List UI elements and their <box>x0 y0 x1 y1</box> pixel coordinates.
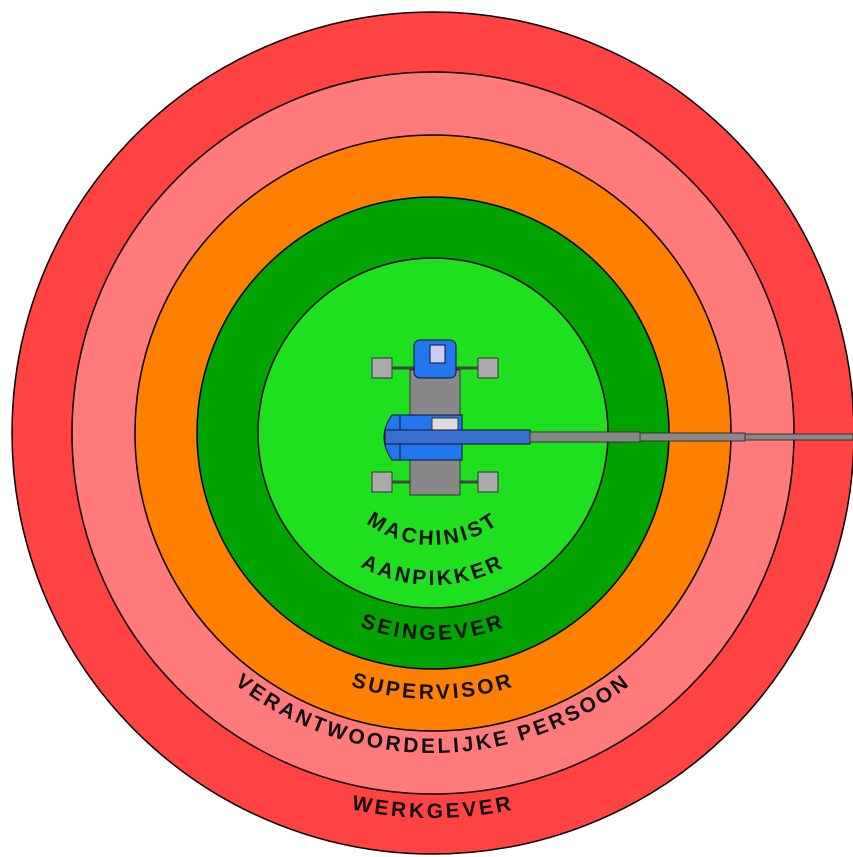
crane <box>371 339 853 496</box>
